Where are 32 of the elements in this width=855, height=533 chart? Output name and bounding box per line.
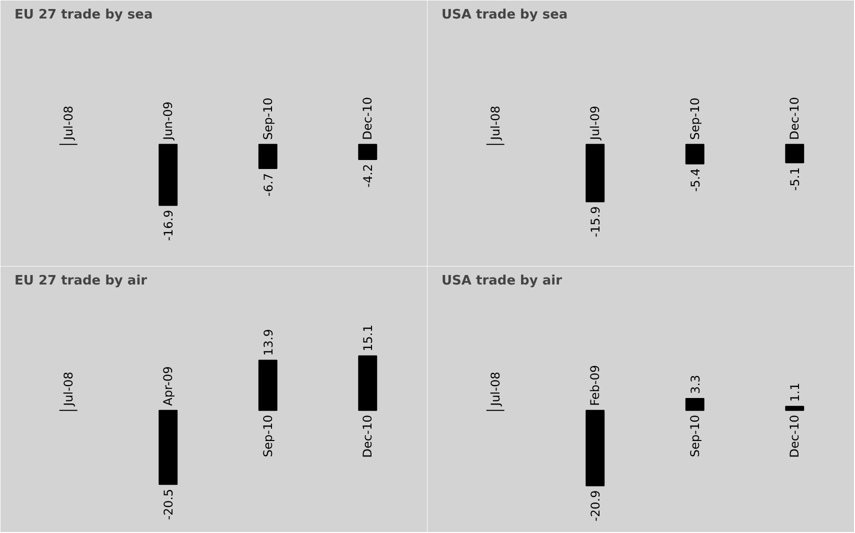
x-tick-label: Jul-08	[61, 106, 76, 141]
data-label: -20.5	[162, 488, 176, 520]
data-label: -5.4	[688, 168, 702, 192]
chart-title: USA trade by air	[442, 274, 563, 288]
chart-title: EU 27 trade by sea	[14, 8, 153, 22]
x-tick-label: Dec-10	[360, 97, 375, 140]
data-label: 13.9	[261, 328, 276, 356]
data-label: -16.9	[162, 210, 176, 241]
data-label: -5.1	[788, 167, 802, 191]
x-tick-label: Jul-09	[588, 106, 602, 141]
x-tick-label: Dec-10	[788, 414, 802, 458]
x-tick-label: Sep-10	[260, 98, 275, 140]
chart-title: USA trade by sea	[442, 8, 568, 22]
x-tick-label: Sep-10	[688, 98, 702, 140]
data-label: 15.1	[361, 324, 376, 352]
x-tick-label: Apr-09	[161, 366, 176, 406]
x-tick-label: Dec-10	[360, 414, 375, 458]
data-label: -6.7	[261, 173, 276, 196]
x-tick-label: Jul-08	[488, 106, 502, 141]
x-tick-label: Dec-10	[788, 97, 802, 140]
chart-title: EU 27 trade by air	[14, 274, 148, 288]
data-label: -4.2	[361, 164, 376, 188]
data-label: -20.9	[588, 490, 603, 522]
x-tick-label: Jul-08	[61, 372, 76, 407]
x-tick-label: Sep-10	[260, 414, 275, 458]
x-tick-label: Jul-08	[488, 372, 502, 407]
x-tick-label: Feb-09	[588, 364, 602, 406]
x-tick-label: Sep-10	[688, 414, 702, 458]
x-tick-label: Jun-09	[161, 101, 176, 141]
data-label: 1.1	[788, 382, 802, 402]
data-label: -15.9	[588, 206, 603, 238]
data-label: 3.3	[688, 374, 702, 394]
